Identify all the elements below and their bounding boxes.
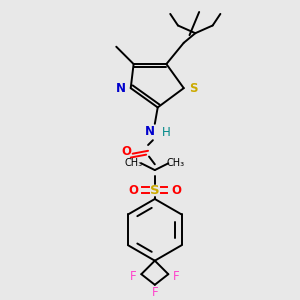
Text: O: O bbox=[121, 145, 131, 158]
Text: H: H bbox=[162, 126, 171, 139]
Text: N: N bbox=[145, 125, 155, 138]
Text: CH₃: CH₃ bbox=[167, 158, 185, 168]
Text: O: O bbox=[171, 184, 181, 197]
Text: S: S bbox=[189, 82, 198, 94]
Text: F: F bbox=[173, 270, 179, 283]
Text: O: O bbox=[129, 184, 139, 197]
Text: N: N bbox=[116, 82, 126, 94]
Text: F: F bbox=[130, 270, 137, 283]
Text: S: S bbox=[150, 184, 160, 197]
Text: F: F bbox=[152, 286, 158, 299]
Text: CH₃: CH₃ bbox=[124, 158, 143, 168]
